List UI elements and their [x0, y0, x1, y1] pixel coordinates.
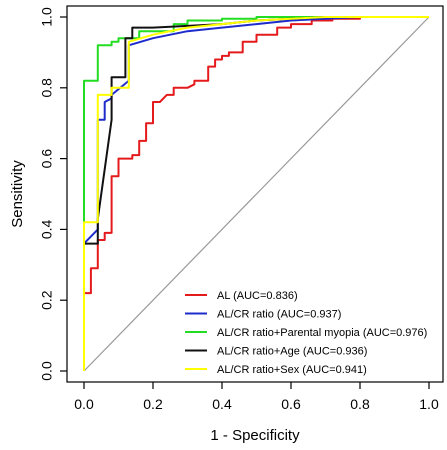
y-tick-label: 0.8	[39, 78, 55, 98]
legend-label-5: AL/CR ratio+Sex (AUC=0.941)	[217, 364, 367, 376]
axes: 0.0 0.2 0.4 0.6 0.8 1.0 0.0 0.2 0.4 0.6 0.8 1.0	[39, 5, 444, 412]
x-tick-label: 0.6	[281, 396, 301, 412]
series-line-3	[83, 16, 429, 371]
y-tick-label: 0.4	[39, 219, 55, 239]
legend-label-3: AL/CR ratio+Parental myopia (AUC=0.976)	[217, 327, 427, 339]
x-tick-label: 1.0	[419, 396, 439, 412]
legend: AL (AUC=0.836) AL/CR ratio (AUC=0.937) AL/…	[185, 290, 427, 376]
y-axis-title: Sensitivity	[9, 160, 26, 228]
y-tick-label: 0.0	[39, 361, 55, 381]
plot-area	[83, 16, 430, 372]
x-tick-label: 0.8	[350, 396, 370, 412]
x-tick-label: 0.2	[143, 396, 163, 412]
x-tick-label: 0.0	[74, 396, 94, 412]
legend-label-2: AL/CR ratio (AUC=0.937)	[217, 309, 341, 321]
reference-diagonal	[83, 16, 430, 372]
x-axis-title: 1 - Specificity	[210, 427, 300, 444]
legend-label-4: AL/CR ratio+Age (AUC=0.936)	[217, 346, 367, 358]
y-tick-label: 1.0	[39, 7, 55, 27]
series-line-1	[83, 16, 429, 371]
series-line-5	[83, 16, 429, 371]
plot-frame	[66, 5, 444, 383]
legend-label-1: AL (AUC=0.836)	[217, 290, 298, 302]
y-tick-label: 0.2	[39, 290, 55, 310]
x-tick-label: 0.4	[212, 396, 232, 412]
y-tick-label: 0.6	[39, 149, 55, 169]
